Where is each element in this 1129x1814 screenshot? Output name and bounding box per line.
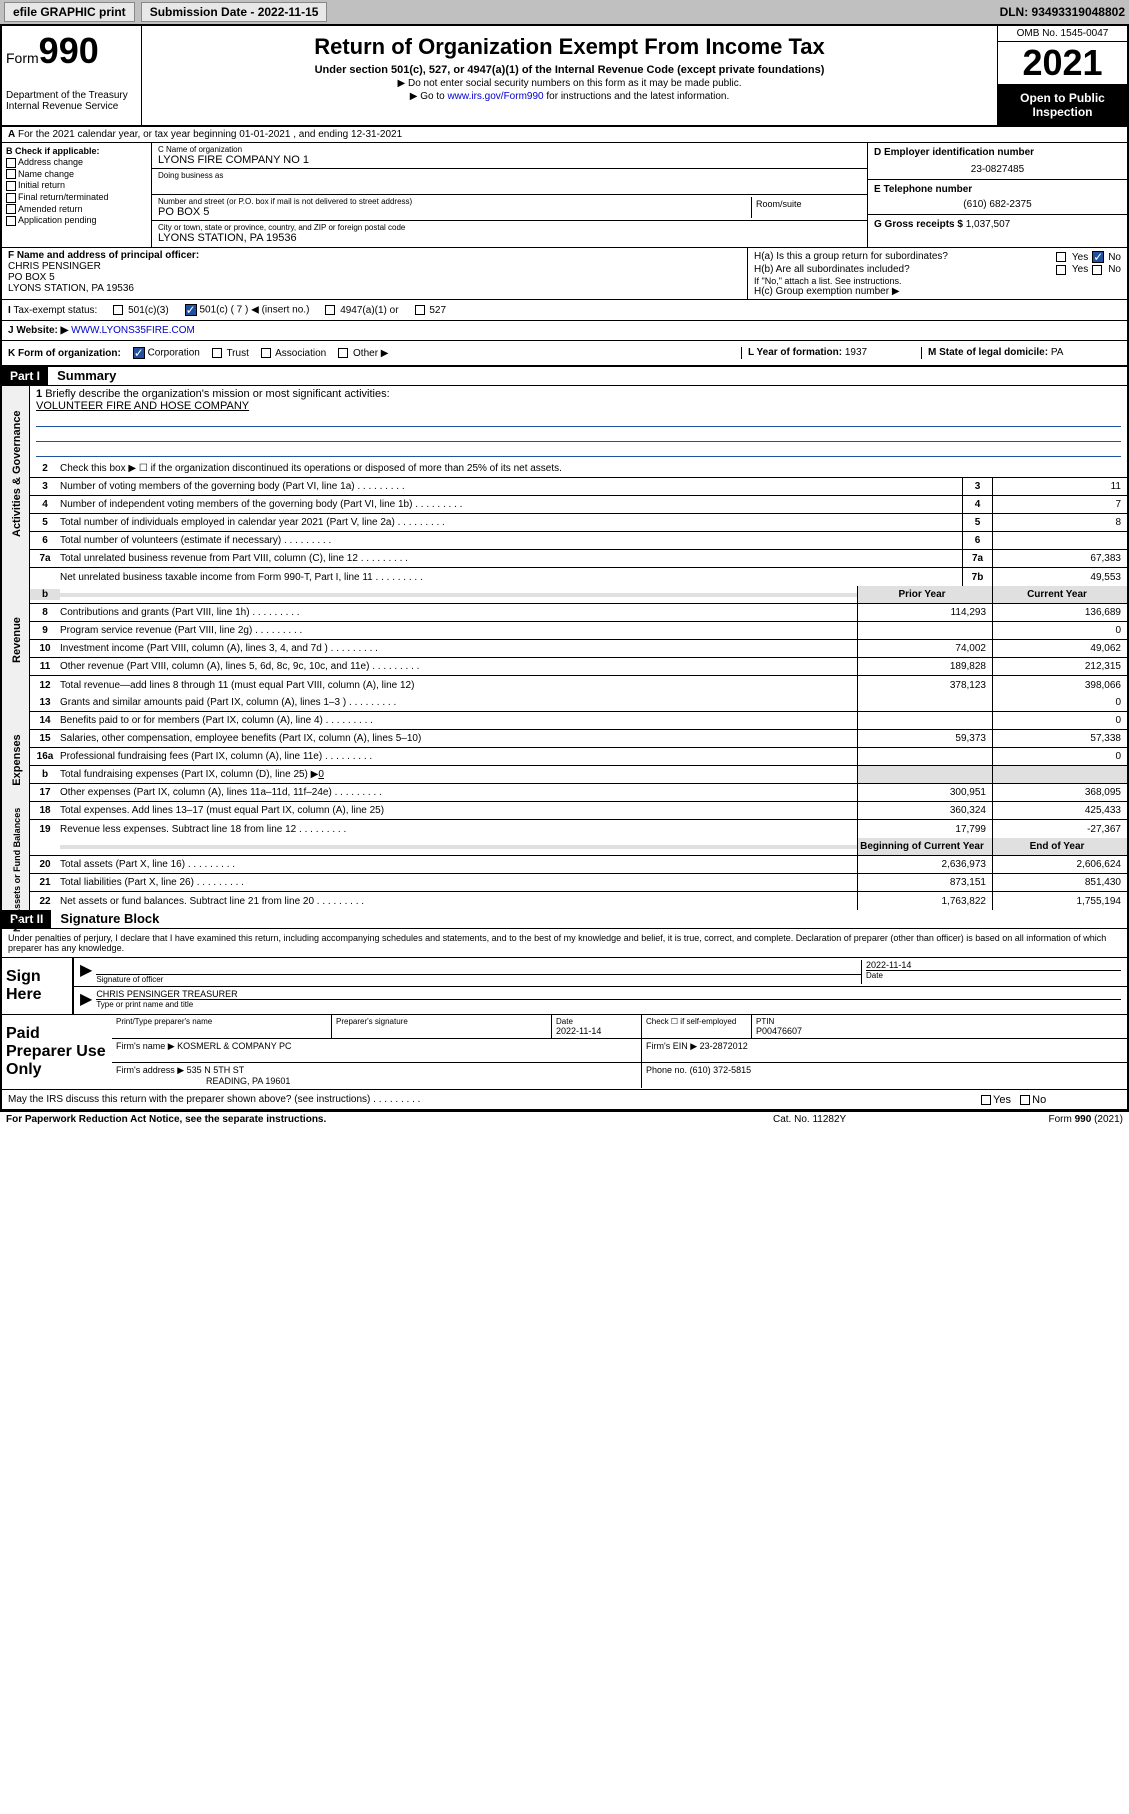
form-number: 990 (39, 30, 99, 71)
form-990: Form990 Department of the Treasury Inter… (0, 24, 1129, 1111)
firm-ein: 23-2872012 (700, 1041, 748, 1051)
sig-declaration: Under penalties of perjury, I declare th… (2, 929, 1127, 958)
officer-name: CHRIS PENSINGER (8, 261, 741, 272)
part-ii-header: Part II Signature Block (2, 910, 1127, 929)
v6 (992, 532, 1127, 549)
row-a: A For the 2021 calendar year, or tax yea… (2, 127, 1127, 143)
header: Form990 Department of the Treasury Inter… (2, 26, 1127, 127)
activities-governance: Activities & Governance 1 Briefly descri… (2, 386, 1127, 586)
tax-year: 2021 (998, 42, 1127, 85)
dln: DLN: 93493319048802 (1000, 5, 1125, 19)
dept-treasury: Department of the Treasury Internal Reve… (6, 90, 137, 112)
website-link[interactable]: WWW.LYONS35FIRE.COM (71, 325, 195, 336)
chk-initial-return[interactable]: Initial return (6, 180, 147, 191)
footer: For Paperwork Reduction Act Notice, see … (0, 1111, 1129, 1127)
header-left: Form990 Department of the Treasury Inter… (2, 26, 142, 125)
chk-corporation[interactable] (133, 347, 145, 359)
v3: 11 (992, 478, 1127, 495)
col-deg: D Employer identification number 23-0827… (867, 143, 1127, 247)
line-1: 1 Briefly describe the organization's mi… (30, 386, 1127, 460)
section-fh: F Name and address of principal officer:… (2, 248, 1127, 300)
row-klm: K Form of organization: Corporation Trus… (2, 341, 1127, 367)
paid-preparer: Paid Preparer Use Only Print/Type prepar… (2, 1015, 1127, 1089)
main-title: Return of Organization Exempt From Incom… (146, 34, 993, 60)
chk-amended[interactable]: Amended return (6, 204, 147, 215)
irs-link[interactable]: www.irs.gov/Form990 (447, 91, 543, 102)
subtitle: Under section 501(c), 527, or 4947(a)(1)… (146, 64, 993, 76)
chk-501c[interactable] (185, 304, 197, 316)
sign-here: Sign Here ▶ Signature of officer 2022-11… (2, 958, 1127, 1015)
v7a: 67,383 (992, 550, 1127, 567)
org-address: PO BOX 5 (158, 206, 751, 218)
box-c: C Name of organization LYONS FIRE COMPAN… (152, 143, 867, 247)
box-b: B Check if applicable: Address change Na… (2, 143, 152, 247)
officer-name-title: CHRIS PENSINGER TREASURER (96, 989, 1121, 999)
part-i-header: Part I Summary (2, 367, 1127, 386)
expenses: Expenses 13Grants and similar amounts pa… (2, 694, 1127, 838)
year-formation: 1937 (845, 347, 867, 358)
state-domicile: PA (1051, 347, 1064, 358)
v7b: 49,553 (992, 568, 1127, 586)
omb: OMB No. 1545-0047 (998, 26, 1127, 42)
gross-receipts: 1,037,507 (966, 219, 1011, 230)
row-j: J Website: ▶ WWW.LYONS35FIRE.COM (2, 321, 1127, 341)
net-assets: Net Assets or Fund Balances Beginning of… (2, 838, 1127, 910)
revenue: Revenue bPrior YearCurrent Year 8Contrib… (2, 586, 1127, 694)
header-right: OMB No. 1545-0047 2021 Open to Public In… (997, 26, 1127, 125)
mission-text: VOLUNTEER FIRE AND HOSE COMPANY (36, 400, 1121, 412)
box-f: F Name and address of principal officer:… (2, 248, 747, 299)
chk-name-change[interactable]: Name change (6, 169, 147, 180)
chk-app-pending[interactable]: Application pending (6, 215, 147, 226)
header-mid: Return of Organization Exempt From Incom… (142, 26, 997, 125)
org-name: LYONS FIRE COMPANY NO 1 (158, 154, 861, 166)
efile-button[interactable]: efile GRAPHIC print (4, 2, 135, 22)
submission-date: Submission Date - 2022-11-15 (141, 2, 328, 22)
open-inspection: Open to Public Inspection (998, 85, 1127, 125)
room-suite: Room/suite (751, 197, 861, 218)
note-ssn: ▶ Do not enter social security numbers o… (146, 78, 993, 89)
phone: (610) 682-2375 (874, 199, 1121, 210)
box-h: H(a) Is this a group return for subordin… (747, 248, 1127, 299)
chk-address-change[interactable]: Address change (6, 157, 147, 168)
chk-ha-no[interactable] (1092, 251, 1104, 263)
row-i: I Tax-exempt status: 501(c)(3) 501(c) ( … (2, 300, 1127, 321)
v4: 7 (992, 496, 1127, 513)
topbar: efile GRAPHIC print Submission Date - 20… (0, 0, 1129, 24)
chk-final-return[interactable]: Final return/terminated (6, 192, 147, 203)
prep-phone: (610) 372-5815 (690, 1065, 752, 1075)
firm-name: KOSMERL & COMPANY PC (177, 1041, 291, 1051)
note-link: ▶ Go to www.irs.gov/Form990 for instruct… (146, 91, 993, 102)
ein: 23-0827485 (874, 164, 1121, 175)
section-bcd: B Check if applicable: Address change Na… (2, 143, 1127, 248)
ptin: P00476607 (756, 1026, 1123, 1036)
org-city: LYONS STATION, PA 19536 (158, 232, 405, 244)
v5: 8 (992, 514, 1127, 531)
form-prefix: Form (6, 50, 39, 66)
